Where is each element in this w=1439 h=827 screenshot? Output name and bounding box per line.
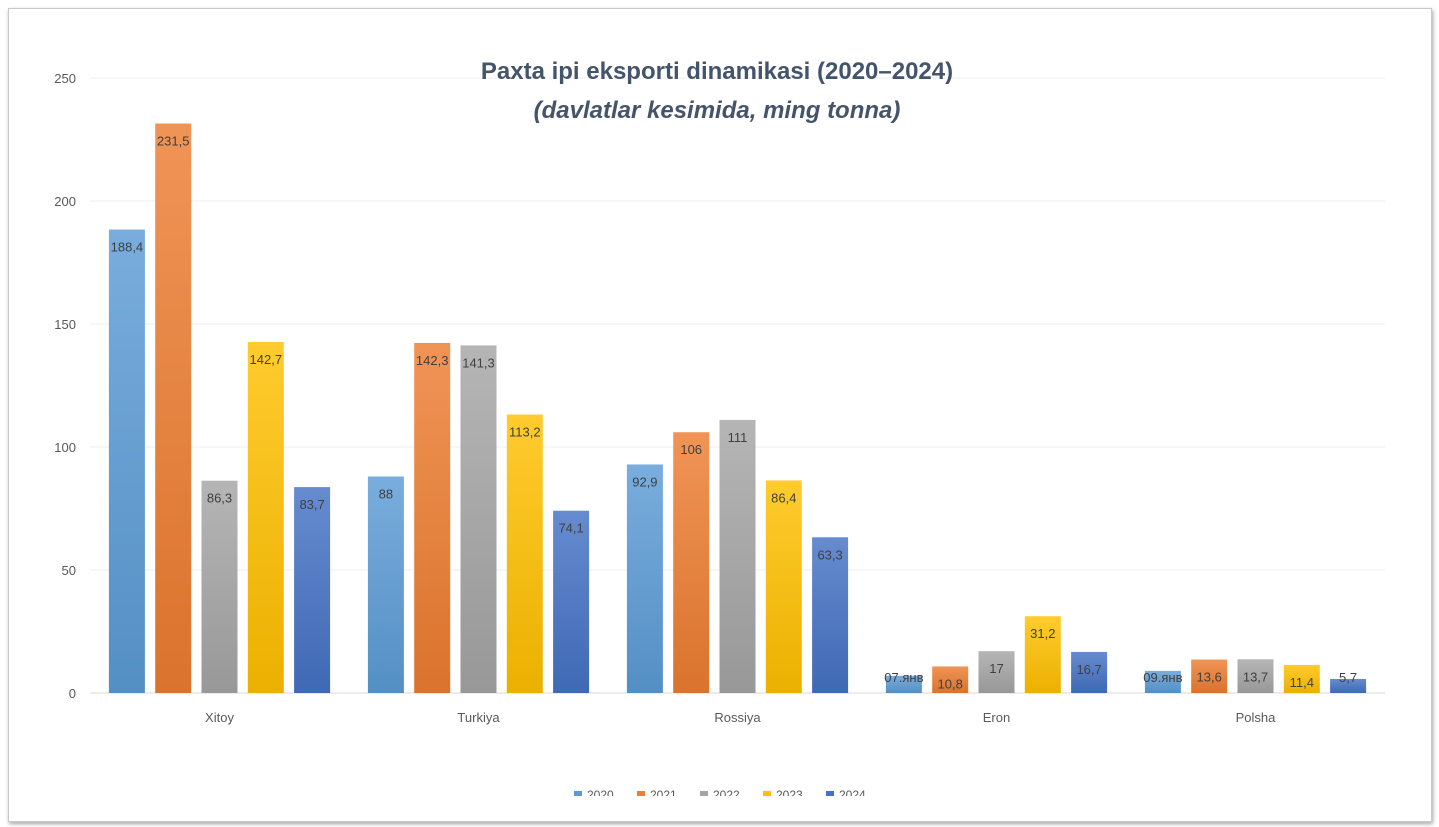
data-label-xitoy-2022: 86,3 (207, 491, 232, 506)
chart-title: Paxta ipi eksporti dinamikasi (2020–2024… (481, 58, 953, 85)
bar-turkiya-2021 (414, 342, 451, 693)
y-axis-ticks: 0 50 100 150 200 250 (54, 71, 76, 701)
data-label-turkiya-2021: 142,3 (416, 353, 449, 368)
data-label-turkiya-2024: 74,1 (558, 521, 583, 536)
legend-swatch-2021 (637, 791, 645, 796)
data-label-rossiya-2023: 86,4 (771, 490, 796, 505)
bar-xitoy-2021 (155, 123, 192, 693)
bar-polsha-2023 (1283, 664, 1320, 693)
legend-label-2024: 2024 (839, 788, 866, 802)
bar-xitoy-2022 (201, 480, 238, 693)
bar-rossiya-2020 (626, 464, 663, 693)
data-label-eron-2020: 07.янв (884, 670, 923, 685)
bar-turkiya-2020 (367, 476, 404, 693)
data-label-eron-2023: 31,2 (1030, 626, 1055, 641)
data-label-rossiya-2022: 111 (728, 430, 748, 445)
bar-turkiya-2024 (553, 510, 590, 693)
bar-rossiya-2024 (812, 537, 849, 693)
legend: 2020 2021 2022 2023 2024 (574, 788, 866, 802)
legend-label-2020: 2020 (587, 788, 614, 802)
data-label-rossiya-2024: 63,3 (817, 547, 842, 562)
legend-swatch-2023 (763, 791, 771, 796)
data-label-xitoy-2023: 142,7 (250, 352, 283, 367)
legend-swatch-2022 (700, 791, 708, 796)
legend-swatch-2020 (574, 791, 582, 796)
y-tick-label: 150 (54, 317, 76, 332)
y-tick-label: 0 (69, 686, 76, 701)
data-label-turkiya-2020: 88 (379, 487, 393, 502)
bar-polsha-2024 (1330, 678, 1367, 693)
data-label-eron-2024: 16,7 (1076, 662, 1101, 677)
y-tick-label: 50 (62, 563, 76, 578)
bar-rossiya-2021 (673, 432, 710, 693)
data-label-polsha-2022: 13,7 (1243, 669, 1268, 684)
y-tick-label: 250 (54, 71, 76, 86)
bar-turkiya-2023 (506, 414, 543, 693)
bar-xitoy-2023 (247, 341, 284, 693)
x-category-label: Rossiya (714, 710, 761, 725)
data-label-turkiya-2022: 141,3 (462, 355, 495, 370)
bar-eron-2023 (1024, 616, 1061, 693)
bar-polsha-2022 (1237, 659, 1274, 693)
data-label-xitoy-2021: 231,5 (157, 134, 190, 149)
legend-label-2022: 2022 (713, 788, 740, 802)
data-label-rossiya-2020: 92,9 (632, 474, 657, 489)
legend-swatch-2024 (826, 791, 834, 796)
bar-xitoy-2024 (294, 487, 331, 693)
chart-subtitle: (davlatlar kesimida, ming tonna) (534, 97, 901, 124)
bar-xitoy-2020 (108, 229, 145, 693)
x-category-label: Turkiya (457, 710, 500, 725)
bar-turkiya-2022 (460, 345, 497, 693)
bar-polsha-2020 (1144, 670, 1181, 693)
bars (108, 123, 1367, 693)
bar-eron-2020 (885, 675, 922, 693)
bar-eron-2022 (978, 651, 1015, 693)
data-label-polsha-2023: 11,4 (1290, 675, 1314, 690)
bar-eron-2024 (1071, 651, 1108, 693)
data-labels: 188,4 231,5 86,3 142,7 83,7 88 142,3 141,3 113,2… (111, 134, 1358, 692)
data-label-polsha-2020: 09.янв (1143, 670, 1182, 685)
x-category-label: Xitoy (205, 710, 234, 725)
x-category-label: Eron (983, 710, 1010, 725)
bar-rossiya-2023 (765, 480, 802, 693)
data-label-xitoy-2020: 188,4 (111, 240, 144, 255)
bar-polsha-2021 (1191, 659, 1228, 693)
legend-label-2021: 2021 (650, 788, 677, 802)
y-tick-label: 200 (54, 194, 76, 209)
legend-label-2023: 2023 (776, 788, 803, 802)
data-label-turkiya-2023: 113,2 (509, 425, 541, 440)
bar-rossiya-2022 (719, 419, 756, 693)
data-label-xitoy-2024: 83,7 (299, 497, 324, 512)
data-label-eron-2021: 10,8 (938, 676, 963, 691)
data-label-rossiya-2021: 106 (680, 442, 702, 457)
y-tick-label: 100 (54, 440, 76, 455)
data-label-eron-2022: 17 (989, 661, 1003, 676)
x-axis-categories: Xitoy Turkiya Rossiya Eron Polsha (205, 710, 1276, 725)
data-label-polsha-2024: 5,7 (1339, 670, 1357, 685)
x-category-label: Polsha (1236, 710, 1277, 725)
bar-eron-2021 (932, 666, 969, 693)
data-label-polsha-2021: 13,6 (1197, 670, 1222, 685)
